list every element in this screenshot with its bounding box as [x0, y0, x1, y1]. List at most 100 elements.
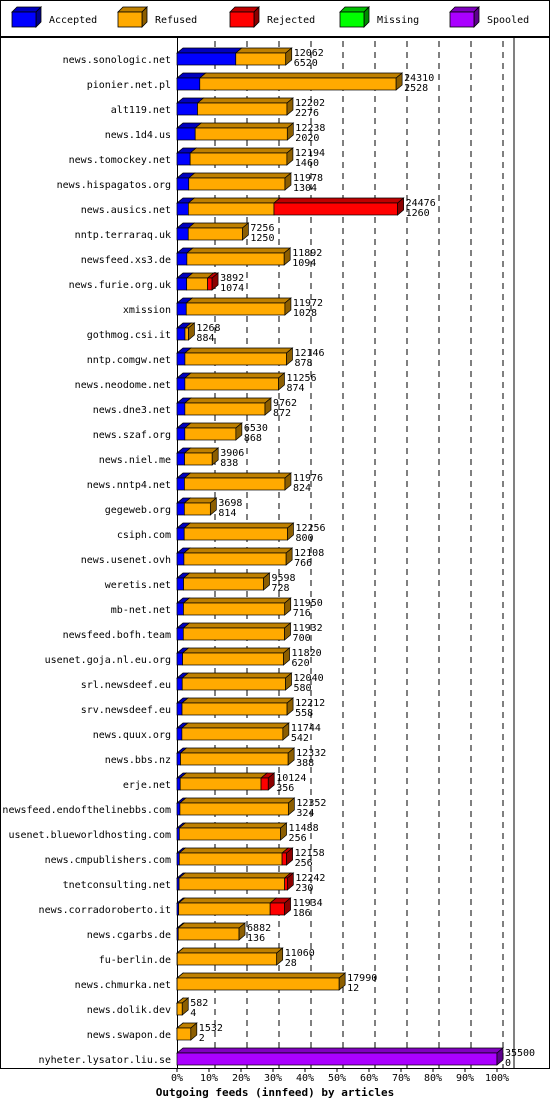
bar-segment-top-refused: [195, 123, 293, 128]
bar-accepted-label: 1094: [292, 258, 316, 269]
bar-segment-refused: [190, 153, 287, 165]
bar-segment-top-refused: [177, 948, 282, 953]
bar-accepted-label: 2528: [404, 83, 428, 94]
bar-segment-top-accepted: [177, 48, 242, 53]
bar-accepted-label: 388: [296, 758, 314, 769]
row-label: newsfeed.xs3.de: [81, 255, 171, 266]
x-tick-label: 60%: [360, 1073, 378, 1084]
bar-segment-accepted: [177, 128, 195, 140]
row-label: news.tomockey.net: [69, 155, 171, 166]
row-label: news.nntp4.net: [87, 480, 171, 491]
bar-segment-accepted: [177, 803, 180, 815]
bar-segment-accepted: [177, 453, 185, 465]
row-label: newsfeed.endofthelinebbs.com: [2, 805, 171, 816]
bar-accepted-label: 6520: [294, 58, 318, 69]
bar-accepted-label: 884: [196, 333, 214, 344]
bar-segment-accepted: [177, 353, 185, 365]
bar-segment-top-refused: [185, 398, 271, 403]
row-label: news.bbs.nz: [105, 755, 171, 766]
row-label: news.1d4.us: [105, 130, 171, 141]
bar-accepted-label: 0: [505, 1058, 511, 1069]
bar-segment-rejected: [285, 878, 288, 890]
bar-segment-accepted: [177, 303, 186, 315]
bar-segment-refused: [182, 678, 285, 690]
bar-segment-top-refused: [182, 698, 293, 703]
bar-segment-rejected: [282, 853, 287, 865]
bar-segment-refused: [185, 328, 188, 340]
row-label: erje.net: [123, 780, 171, 791]
row-label: mb-net.net: [111, 605, 171, 616]
bar-segment-accepted: [177, 153, 190, 165]
row-label: xmission: [123, 305, 171, 316]
bar-segment-accepted: [177, 703, 182, 715]
bar-segment-refused: [200, 78, 396, 90]
bar-segment-refused: [177, 1003, 182, 1015]
bar-segment-refused: [195, 128, 287, 140]
bar-segment-accepted: [177, 728, 182, 740]
bar-accepted-label: 4: [190, 1008, 196, 1019]
bar-segment-top-refused: [185, 423, 242, 428]
row-label: news.hispagatos.org: [57, 180, 171, 191]
bar-segment-accepted: [177, 478, 184, 490]
bar-accepted-label: 1304: [293, 183, 317, 194]
bar-segment-accepted: [177, 553, 184, 565]
row-label: nntp.comgw.net: [87, 355, 171, 366]
bar-accepted-label: 1074: [220, 283, 244, 294]
row-label: news.furie.org.uk: [69, 280, 171, 291]
bar-segment-refused: [185, 403, 265, 415]
bar-segment-rejected: [274, 203, 398, 215]
bar-segment-accepted: [177, 753, 180, 765]
x-axis: 0%10%20%30%40%50%60%70%80%90%100%: [171, 1068, 509, 1084]
bar-accepted-label: 824: [293, 483, 311, 494]
bar-accepted-label: 230: [295, 883, 313, 894]
legend-label: Refused: [155, 15, 197, 26]
bar-segment-accepted: [177, 178, 189, 190]
bar-segment-top-refused: [182, 673, 291, 678]
bar-segment-accepted: [177, 603, 183, 615]
bar-segment-refused: [198, 103, 287, 115]
row-label: nyheter.lysator.liu.se: [39, 1055, 171, 1066]
row-label: newsfeed.bofh.team: [63, 630, 171, 641]
bar-segment-refused: [180, 753, 288, 765]
x-tick-label: 70%: [392, 1073, 410, 1084]
row-label: news.neodome.net: [75, 380, 171, 391]
bar-segment-top-refused: [179, 848, 288, 853]
bar-segment-top-refused: [180, 748, 294, 753]
bar-accepted-label: 800: [295, 533, 313, 544]
bar-segment-rejected: [261, 778, 268, 790]
bar-segment-top-refused: [186, 298, 291, 303]
bar-segment-accepted: [177, 503, 184, 515]
bar-accepted-label: 872: [273, 408, 291, 419]
bar-accepted-label: 814: [218, 508, 236, 519]
legend-swatch: [230, 12, 254, 27]
legend-swatch: [450, 12, 474, 27]
row-label: news.corradoroberto.it: [39, 905, 171, 916]
row-label: news.ausics.net: [81, 205, 171, 216]
x-tick-label: 30%: [264, 1073, 282, 1084]
row-label: news.cmpublishers.com: [45, 855, 171, 866]
bar-accepted-label: 868: [244, 433, 262, 444]
bar-segment-refused: [185, 378, 279, 390]
bar-segment-refused: [185, 353, 287, 365]
bar-segment-refused: [187, 253, 284, 265]
bar-segment-top-refused: [182, 723, 289, 728]
legend-swatch: [118, 12, 142, 27]
bar-segment-refused: [184, 503, 210, 515]
bar-accepted-label: 136: [247, 933, 265, 944]
bar-segment-top-refused: [198, 98, 293, 103]
